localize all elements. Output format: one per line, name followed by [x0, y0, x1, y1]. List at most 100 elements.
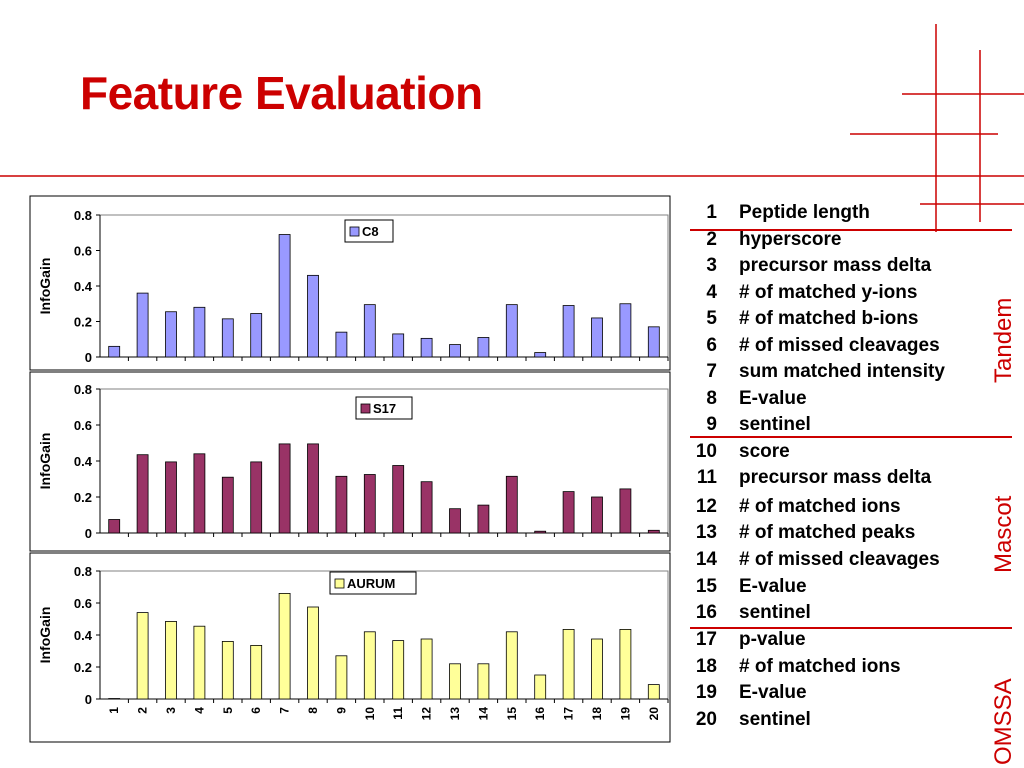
- bar-5: [221, 641, 234, 700]
- bar-2: [136, 454, 149, 534]
- feature-number: 17: [695, 629, 717, 650]
- bar-7: [278, 234, 291, 358]
- legend-box: [329, 571, 417, 595]
- bar-3: [165, 461, 177, 534]
- y-tick-label: 0: [85, 526, 92, 541]
- bar-10: [363, 474, 376, 534]
- feature-label: score: [739, 441, 790, 462]
- bar-9: [335, 655, 348, 700]
- bar-3: [165, 621, 177, 700]
- bar-13: [449, 344, 461, 358]
- feature-number: 12: [695, 496, 717, 517]
- feature-row: 7 sum matched intensity: [0, 361, 1024, 387]
- x-tick-label: 15: [505, 707, 519, 721]
- feature-row: 18 # of matched ions: [0, 656, 1024, 682]
- feature-label: precursor mass delta: [739, 255, 932, 276]
- feature-label: p-value: [739, 629, 806, 650]
- x-tick-label: 4: [192, 707, 206, 714]
- x-tick-label: 13: [448, 707, 462, 721]
- feature-number: 6: [706, 335, 717, 356]
- x-tick-label: 7: [278, 707, 292, 714]
- bar-13: [449, 663, 461, 700]
- y-tick-label: 0.8: [74, 382, 92, 397]
- x-tick-label: 2: [136, 707, 150, 714]
- y-tick-label: 0: [85, 350, 92, 365]
- group-label-mascot: Mascot: [990, 495, 1017, 573]
- feature-row: 9 sentinel: [0, 414, 1024, 440]
- bar-15: [505, 475, 518, 534]
- x-tick-label: 16: [533, 707, 547, 721]
- bar-8: [307, 606, 319, 700]
- bar-8: [307, 443, 319, 534]
- feature-row: 14 # of missed cleavages: [0, 549, 1024, 575]
- x-tick-label: 11: [391, 707, 405, 720]
- feature-number: 5: [706, 308, 717, 329]
- bar-1: [108, 345, 121, 358]
- bar-13: [449, 508, 461, 534]
- bar-8: [307, 274, 319, 358]
- bar-14: [477, 504, 490, 534]
- bar-6: [250, 645, 263, 700]
- bar-16: [534, 530, 547, 534]
- bar-11: [392, 640, 405, 700]
- y-axis-label: InfoGain: [37, 607, 53, 664]
- bar-12: [420, 337, 433, 358]
- bar-19: [619, 488, 632, 534]
- feature-row: 11 precursor mass delta: [0, 467, 1024, 493]
- bar-12: [420, 638, 433, 700]
- feature-number: 4: [706, 282, 717, 303]
- feature-label: E-value: [739, 388, 807, 409]
- bar-3: [165, 311, 177, 358]
- legend-swatch: [360, 403, 371, 414]
- y-tick-label: 0.8: [74, 208, 92, 223]
- x-tick-label: 20: [647, 707, 661, 721]
- bar-10: [363, 304, 376, 358]
- bar-6: [250, 313, 263, 358]
- feature-row: 16 sentinel: [0, 602, 1024, 628]
- feature-label: # of matched ions: [739, 656, 901, 677]
- feature-number: 19: [695, 682, 717, 703]
- bar-9: [335, 475, 348, 534]
- bar-20: [647, 684, 660, 700]
- bar-18: [591, 638, 603, 700]
- feature-label: # of matched peaks: [739, 522, 916, 543]
- bar-2: [136, 612, 149, 700]
- y-tick-label: 0.4: [74, 454, 93, 469]
- bar-14: [477, 337, 490, 358]
- bar-5: [221, 318, 234, 358]
- feature-label: sum matched intensity: [739, 361, 945, 382]
- bar-2: [136, 292, 149, 358]
- feature-row: 19 E-value: [0, 682, 1024, 708]
- feature-number: 14: [695, 549, 717, 570]
- feature-row: 8 E-value: [0, 388, 1024, 414]
- bar-19: [619, 629, 632, 700]
- bar-15: [505, 304, 518, 358]
- feature-label: # of missed cleavages: [739, 549, 940, 570]
- y-tick-label: 0.8: [74, 564, 92, 579]
- feature-row: 13 # of matched peaks: [0, 522, 1024, 548]
- x-tick-label: 17: [562, 707, 576, 721]
- legend-swatch: [334, 578, 345, 589]
- feature-number: 10: [695, 441, 717, 462]
- chart-c8: 0 0.2 0.4 0.6 0.8 InfoGain C8: [29, 195, 671, 371]
- group-label-tandem: Tandem: [990, 297, 1017, 383]
- bar-20: [647, 326, 660, 358]
- bar-11: [392, 333, 405, 358]
- feature-row: 2 hyperscore: [0, 229, 1024, 255]
- feature-number: 2: [706, 229, 717, 250]
- feature-label: E-value: [739, 576, 807, 597]
- feature-row: 4 # of matched y-ions: [0, 282, 1024, 308]
- feature-number: 3: [706, 255, 717, 276]
- feature-row: 5 # of matched b-ions: [0, 308, 1024, 334]
- bar-7: [278, 593, 291, 700]
- bar-7: [278, 443, 291, 534]
- y-tick-label: 0.6: [74, 596, 92, 611]
- feature-number: 18: [695, 656, 717, 677]
- x-tick-label: 5: [221, 707, 235, 714]
- feature-row: 12 # of matched ions: [0, 496, 1024, 522]
- feature-number: 20: [695, 709, 717, 730]
- bar-18: [591, 496, 603, 534]
- x-tick-label: 8: [306, 707, 320, 714]
- x-tick-label: 12: [420, 707, 434, 721]
